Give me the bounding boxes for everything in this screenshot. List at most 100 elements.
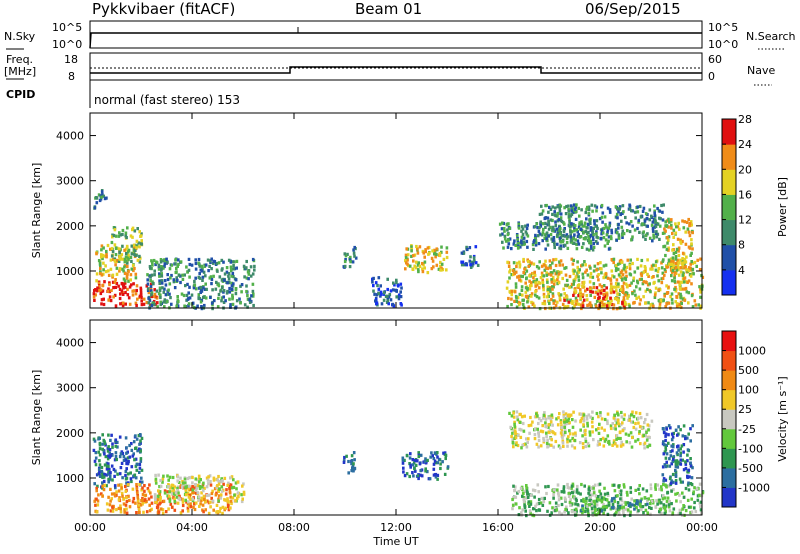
data-cell (521, 494, 524, 498)
data-cell (645, 412, 649, 417)
data-cell (655, 230, 658, 234)
data-cell (96, 484, 99, 488)
data-cell (536, 427, 539, 431)
data-cell (525, 232, 529, 236)
data-cell (377, 292, 380, 296)
data-cell (592, 238, 595, 242)
data-cell (575, 242, 578, 247)
data-cell (198, 484, 202, 489)
data-cell (696, 258, 699, 262)
data-cell (149, 275, 152, 279)
data-cell (652, 263, 655, 267)
data-cell (544, 485, 547, 489)
data-cell (111, 442, 114, 446)
data-cell (571, 262, 575, 266)
data-cell (554, 257, 558, 262)
data-cell (403, 458, 406, 462)
data-cell (468, 259, 472, 263)
data-cell (562, 487, 566, 491)
data-cell (423, 459, 427, 463)
data-cell (599, 492, 603, 496)
data-cell (113, 458, 117, 462)
data-cell (572, 258, 575, 262)
data-cell (671, 435, 675, 439)
data-cell (592, 438, 595, 442)
data-cell (661, 218, 665, 222)
data-cell (217, 499, 220, 503)
data-cell (621, 233, 624, 237)
data-cell (153, 294, 156, 298)
data-cell (601, 497, 605, 501)
data-cell (690, 242, 693, 246)
data-cell (658, 487, 661, 491)
data-cell (686, 475, 689, 479)
data-cell (677, 425, 680, 429)
data-cell (428, 477, 432, 481)
data-cell (522, 259, 525, 263)
data-cell (140, 303, 144, 307)
data-cell (208, 259, 212, 263)
data-cell (687, 217, 690, 222)
data-cell (689, 262, 692, 266)
data-cell (342, 460, 346, 464)
data-cell (173, 485, 177, 489)
data-cell (246, 305, 249, 309)
data-cell (597, 415, 600, 419)
data-cell (227, 272, 231, 276)
data-cell (674, 481, 678, 485)
data-cell (603, 244, 607, 248)
data-cell (211, 499, 215, 503)
data-cell (140, 488, 143, 492)
data-cell (175, 304, 178, 308)
data-cell (173, 500, 177, 504)
data-cell (95, 201, 99, 205)
nsky-label: N.Sky (4, 30, 36, 43)
data-cell (524, 224, 527, 228)
data-cell (620, 499, 624, 503)
data-cell (511, 507, 514, 511)
data-cell (158, 274, 161, 278)
data-cell (187, 268, 191, 272)
data-cell (562, 228, 566, 232)
data-cell (440, 266, 443, 270)
data-cell (111, 453, 114, 457)
data-cell (606, 421, 609, 426)
data-cell (545, 203, 548, 208)
data-cell (582, 237, 586, 241)
data-cell (585, 294, 589, 298)
data-cell (607, 440, 610, 444)
data-cell (676, 453, 679, 457)
data-cell (551, 212, 554, 216)
data-cell (221, 511, 224, 515)
data-cell (124, 234, 127, 238)
data-cell (626, 285, 629, 289)
data-cell (598, 442, 601, 446)
data-cell (549, 207, 553, 211)
data-cell (252, 292, 255, 296)
data-cell (621, 421, 624, 425)
data-cell (641, 487, 645, 491)
y-tick-label: 2000 (56, 427, 84, 440)
data-cell (408, 474, 411, 479)
data-cell (618, 293, 621, 297)
data-cell (699, 500, 703, 504)
data-cell (117, 234, 121, 238)
data-cell (124, 469, 128, 474)
data-cell (155, 289, 159, 293)
data-cell (207, 269, 210, 273)
data-cell (566, 235, 570, 239)
data-cell (103, 441, 107, 446)
data-cell (609, 282, 613, 286)
data-cell (551, 275, 555, 279)
data-cell (612, 505, 615, 510)
data-cell (129, 283, 133, 287)
data-cell (583, 509, 587, 514)
data-cell (642, 433, 646, 437)
data-cell (526, 287, 529, 291)
data-cell (120, 461, 124, 465)
data-cell (527, 260, 530, 264)
data-cell (674, 255, 678, 259)
data-cell (667, 258, 671, 262)
data-cell (181, 277, 185, 281)
data-cell (125, 467, 128, 471)
